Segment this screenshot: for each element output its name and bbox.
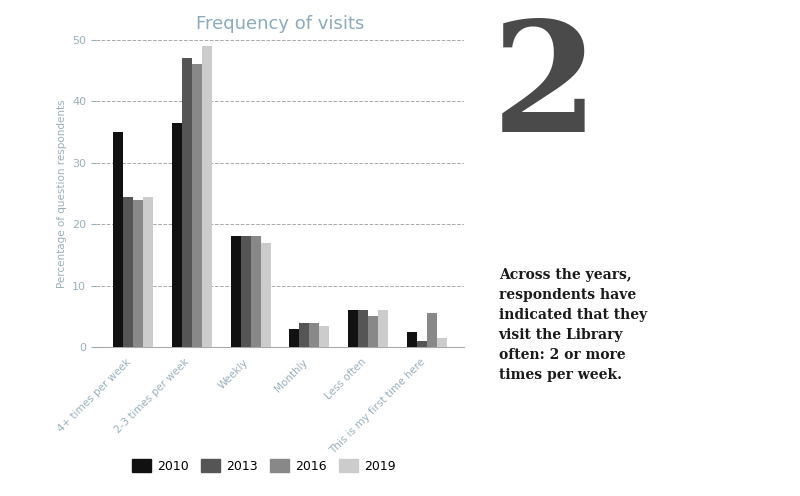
Bar [230,237,241,347]
Bar [310,322,319,347]
Bar [319,326,330,347]
Bar [192,64,202,347]
Text: Library
users
visit
often: Library users visit often [645,15,758,129]
Y-axis label: Percentage of question respondents: Percentage of question respondents [57,99,66,288]
Bar [172,123,182,347]
Bar [182,58,192,347]
Legend: 2010, 2013, 2016, 2019: 2010, 2013, 2016, 2019 [127,454,401,478]
Bar [427,313,438,347]
Title: Frequency of visits: Frequency of visits [196,14,364,33]
Bar [133,199,142,347]
Bar [261,243,270,347]
Bar [241,237,250,347]
Bar [438,338,447,347]
Bar [250,237,261,347]
Bar [142,196,153,347]
Bar [202,46,212,347]
Bar [358,310,368,347]
Text: 2: 2 [492,15,598,164]
Text: Across the years,
respondents have
indicated that they
visit the Library
often: : Across the years, respondents have indic… [498,268,647,382]
Bar [378,310,388,347]
Bar [290,329,299,347]
Bar [418,341,427,347]
Bar [348,310,358,347]
Bar [113,132,122,347]
Bar [299,322,310,347]
Bar [368,316,378,347]
Bar [122,196,133,347]
Bar [407,332,418,347]
